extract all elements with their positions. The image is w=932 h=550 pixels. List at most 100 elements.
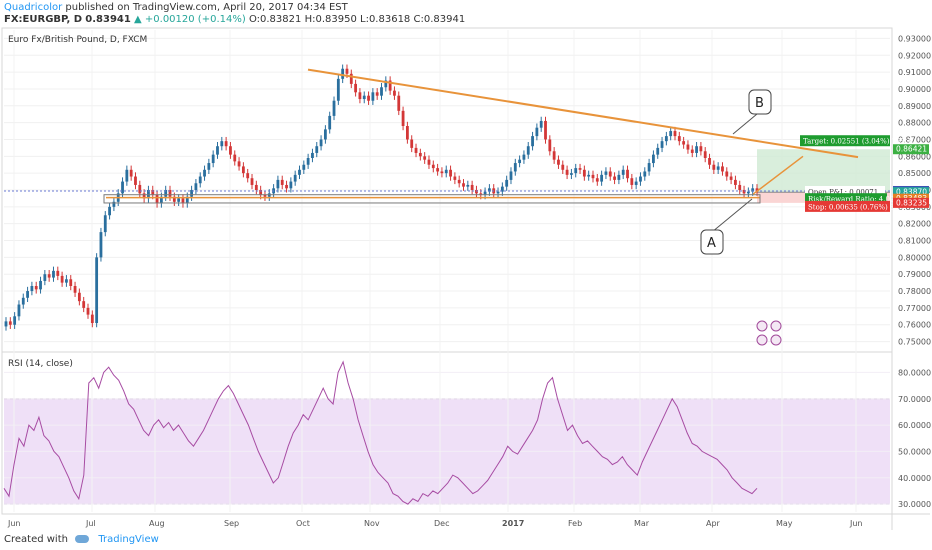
candle-body[interactable] xyxy=(423,156,427,160)
candle-body[interactable] xyxy=(147,190,150,199)
candle-body[interactable] xyxy=(738,184,742,190)
candle-body[interactable] xyxy=(293,174,297,182)
candle-body[interactable] xyxy=(34,286,38,290)
candle-body[interactable] xyxy=(254,184,258,190)
candle-body[interactable] xyxy=(557,159,560,165)
candle-body[interactable] xyxy=(470,184,474,190)
candle-body[interactable] xyxy=(397,95,401,111)
candle-body[interactable] xyxy=(4,321,8,327)
candle-body[interactable] xyxy=(453,176,457,180)
candle-body[interactable] xyxy=(716,166,720,170)
candle-body[interactable] xyxy=(721,166,724,172)
candle-body[interactable] xyxy=(332,100,336,116)
time-axis[interactable]: Jun Jul Aug Sep Oct Nov Dec 2017 Feb Mar Apr May Jun xyxy=(7,519,863,528)
candle-body[interactable] xyxy=(168,190,172,197)
candle-body[interactable] xyxy=(298,169,301,175)
candle-body[interactable] xyxy=(552,151,556,160)
candle-body[interactable] xyxy=(621,169,625,175)
candle-body[interactable] xyxy=(462,183,465,187)
candle-body[interactable] xyxy=(358,92,362,100)
candle-body[interactable] xyxy=(746,191,750,194)
candle-body[interactable] xyxy=(436,168,440,172)
candle-body[interactable] xyxy=(185,196,189,204)
candle-body[interactable] xyxy=(246,173,250,179)
candle-body[interactable] xyxy=(690,149,694,153)
candle-body[interactable] xyxy=(380,87,383,96)
candle-body[interactable] xyxy=(656,147,660,155)
candle-body[interactable] xyxy=(725,171,729,177)
candle-body[interactable] xyxy=(444,169,448,174)
candle-body[interactable] xyxy=(673,131,677,137)
candle-body[interactable] xyxy=(487,188,491,192)
candle-body[interactable] xyxy=(259,190,263,196)
candle-body[interactable] xyxy=(280,179,284,185)
candle-body[interactable] xyxy=(548,139,552,152)
candle-body[interactable] xyxy=(531,136,534,147)
candle-body[interactable] xyxy=(393,90,396,96)
candle-body[interactable] xyxy=(643,171,647,177)
candle-body[interactable] xyxy=(362,95,366,100)
candles[interactable] xyxy=(4,64,759,331)
candle-body[interactable] xyxy=(682,141,686,145)
candle-body[interactable] xyxy=(734,179,737,185)
candle-body[interactable] xyxy=(639,176,642,182)
author-link[interactable]: Quadricolor xyxy=(4,2,63,13)
candle-body[interactable] xyxy=(410,139,414,148)
candle-body[interactable] xyxy=(151,190,155,196)
resistance-trendline[interactable] xyxy=(307,68,859,159)
candle-body[interactable] xyxy=(224,141,228,147)
candle-body[interactable] xyxy=(26,291,29,298)
candle-body[interactable] xyxy=(306,158,310,165)
candle-body[interactable] xyxy=(289,181,293,189)
candle-body[interactable] xyxy=(345,68,349,74)
target-zone[interactable] xyxy=(757,149,890,193)
candle-body[interactable] xyxy=(729,176,733,180)
candle-body[interactable] xyxy=(367,95,370,101)
candle-body[interactable] xyxy=(177,198,181,202)
candle-body[interactable] xyxy=(220,141,224,147)
candle-body[interactable] xyxy=(302,164,306,170)
candle-body[interactable] xyxy=(755,188,759,192)
candle-body[interactable] xyxy=(129,169,133,177)
candle-body[interactable] xyxy=(582,169,586,177)
candle-body[interactable] xyxy=(660,141,664,148)
candle-body[interactable] xyxy=(69,279,73,286)
candle-body[interactable] xyxy=(13,316,17,325)
candle-body[interactable] xyxy=(751,188,755,192)
candle-body[interactable] xyxy=(90,314,94,324)
rsi-axis[interactable]: 80.0000 70.0000 60.0000 50.0000 40.0000 30.00… xyxy=(898,368,931,509)
candle-body[interactable] xyxy=(103,215,107,233)
candle-body[interactable] xyxy=(77,292,81,302)
candle-body[interactable] xyxy=(138,184,142,194)
candle-body[interactable] xyxy=(634,181,638,185)
candle-body[interactable] xyxy=(466,184,470,187)
candle-body[interactable] xyxy=(401,110,405,126)
candle-body[interactable] xyxy=(513,163,517,172)
candle-body[interactable] xyxy=(509,171,513,180)
candle-body[interactable] xyxy=(198,176,202,184)
candle-body[interactable] xyxy=(544,120,547,140)
candle-body[interactable] xyxy=(82,301,86,308)
candle-body[interactable] xyxy=(617,174,621,180)
candle-body[interactable] xyxy=(95,257,99,324)
candle-body[interactable] xyxy=(194,183,198,190)
candle-body[interactable] xyxy=(263,195,267,197)
candle-body[interactable] xyxy=(73,286,77,293)
candle-body[interactable] xyxy=(56,270,60,276)
candle-body[interactable] xyxy=(99,232,103,258)
candle-body[interactable] xyxy=(708,158,711,165)
candle-body[interactable] xyxy=(229,146,232,155)
candle-body[interactable] xyxy=(112,201,116,207)
candle-body[interactable] xyxy=(384,80,388,88)
candle-body[interactable] xyxy=(155,195,159,204)
candle-body[interactable] xyxy=(600,174,604,182)
candle-body[interactable] xyxy=(134,176,137,185)
support-box[interactable] xyxy=(103,194,761,204)
candle-body[interactable] xyxy=(86,307,90,315)
candle-body[interactable] xyxy=(591,174,595,179)
candle-body[interactable] xyxy=(570,173,573,175)
rsi-line[interactable] xyxy=(3,360,758,505)
candle-body[interactable] xyxy=(172,196,176,202)
candle-body[interactable] xyxy=(505,179,509,187)
